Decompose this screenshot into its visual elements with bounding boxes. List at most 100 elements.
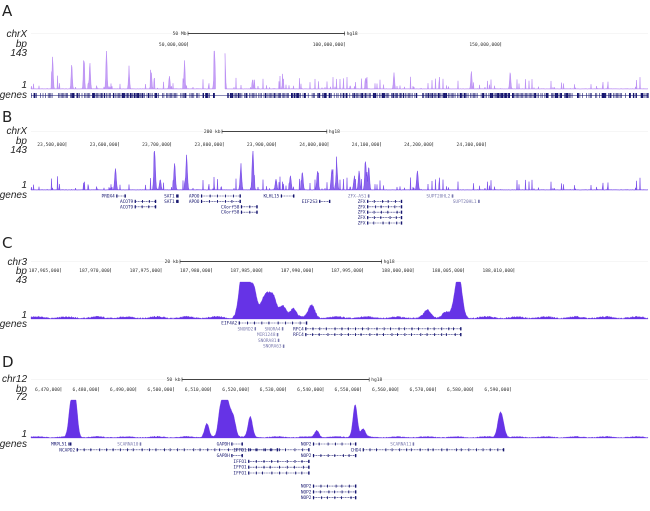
gene-eif2s3[interactable]: EIF2S3 (302, 199, 331, 205)
gene-exon (347, 333, 349, 336)
gene-exon (231, 442, 233, 446)
gene-nop2[interactable]: NOP2 (301, 453, 357, 459)
gene-label: NOP2 (301, 484, 312, 490)
gene-iffo1[interactable]: IFFO1 (233, 465, 310, 471)
x-tick-label: 24,300,000 (457, 142, 485, 148)
gene-rfc4[interactable]: RFC4 (293, 326, 462, 332)
gene-label: SNORA81 (258, 338, 277, 344)
gene-label: CXorf58 (221, 210, 240, 216)
gene-label: SNORA63 (263, 344, 282, 350)
gene-mir1248[interactable]: MIR1248 (257, 332, 279, 338)
gene-label: SCARNA11 (390, 442, 412, 448)
gene-exon (348, 454, 350, 457)
gene-acot9[interactable]: ACOT9 (120, 199, 157, 205)
chromosome-label: chr12 (2, 374, 27, 385)
gene-exon (90, 448, 92, 452)
gene-exon (400, 221, 403, 225)
gene-supt20hl1[interactable]: SUPT20HL1 (453, 199, 480, 205)
gene-nop2[interactable]: NOP2 (301, 495, 357, 501)
gene-nop2[interactable]: NOP2 (301, 442, 357, 448)
gene-exon (367, 327, 369, 331)
gene-scarna11[interactable]: SCARNA11 (390, 442, 415, 448)
gene-eif4a2[interactable]: EIF4A2 (221, 321, 308, 327)
gene-iffo1[interactable]: IFFO1 (233, 471, 310, 477)
gene-exon (341, 484, 343, 488)
gene-snord2[interactable]: SNORD2 (237, 326, 257, 332)
gene-sat1[interactable]: SAT1 (164, 199, 179, 205)
gene-exon (141, 448, 143, 452)
gene-exon (255, 460, 257, 463)
gene-exon (376, 448, 377, 452)
gene-exon (208, 200, 210, 203)
gene-exon (232, 194, 234, 198)
gene-zfx[interactable]: ZFX (358, 210, 403, 216)
gene-cxorf58[interactable]: CXorf58 (221, 210, 258, 216)
gene-exon (395, 216, 397, 219)
gene-iffo1[interactable]: IFFO1 (233, 459, 310, 465)
gene-exon (410, 333, 412, 336)
gene-rfc4[interactable]: RFC4 (293, 332, 462, 338)
gene-label: KLHL15 (263, 194, 279, 200)
gene-gapdh[interactable]: GAPDH (217, 442, 243, 448)
gene-exon (248, 448, 250, 452)
gene-snora81[interactable]: SNORA81 (258, 338, 280, 344)
gene-exon (207, 448, 209, 452)
gene-iffo1[interactable]: IFFO1 (233, 447, 310, 453)
gene-snora63[interactable]: SNORA63 (263, 344, 285, 350)
gene-exon (177, 194, 179, 198)
gene-nop2[interactable]: NOP2 (301, 484, 357, 490)
gene-label: IFFO1 (233, 471, 247, 477)
gene-cxorf58[interactable]: CXorf58 (221, 204, 258, 210)
gene-sat1[interactable]: SAT1 (164, 194, 179, 200)
gene-klhl15[interactable]: KLHL15 (263, 194, 295, 200)
genes-track-label: genes (0, 319, 27, 330)
gene-exon (240, 205, 243, 209)
gene-exon (83, 448, 85, 452)
gene-label: NOP2 (301, 453, 312, 459)
gene-exon (376, 333, 378, 336)
x-tick-label: 187,995,000 (331, 268, 362, 274)
gene-zfx[interactable]: ZFX (358, 221, 403, 227)
gene-exon (445, 333, 447, 336)
gene-zfx[interactable]: ZFX (358, 204, 403, 210)
gene-zfx-as1[interactable]: ZFX-AS1 (348, 194, 370, 200)
gene-exon (247, 321, 248, 325)
gene-exon (400, 210, 403, 214)
gene-exon (382, 221, 384, 225)
gene-exon (418, 327, 419, 331)
gene-zfx[interactable]: ZFX (358, 215, 403, 221)
gene-exon (231, 200, 233, 203)
gene-exon (286, 460, 288, 463)
gene-gapdh[interactable]: GAPDH (217, 453, 243, 459)
gene-exon (285, 448, 286, 452)
x-tick-label: 187,975,000 (130, 268, 161, 274)
gene-snora4[interactable]: SNORA4 (265, 326, 284, 332)
gene-exon (239, 199, 241, 203)
gene-nop2[interactable]: NOP2 (301, 489, 357, 495)
gene-exon (249, 210, 251, 214)
gene-exon (394, 205, 396, 209)
gene-mrpl51[interactable]: MRPL51 (51, 442, 72, 448)
gene-scarna10[interactable]: SCARNA10 (117, 442, 142, 448)
x-tick-label: 23,800,000 (195, 142, 223, 148)
genome-assembly-label: hg18 (329, 129, 340, 135)
gene-supt20hl2[interactable]: SUPT20HL2 (426, 194, 454, 200)
gene-zfx[interactable]: ZFX (358, 199, 403, 205)
gene-exon (388, 221, 390, 225)
gene-exon (319, 199, 321, 203)
gene-apoo[interactable]: APOO (189, 194, 241, 200)
gene-exon (432, 448, 434, 452)
gene-prdx4[interactable]: PRDX4 (102, 194, 126, 200)
gene-exon (264, 448, 266, 452)
x-tick-label: 188,000,000 (382, 268, 413, 274)
x-tick-label: 6,470,000 (35, 387, 60, 393)
gene-acot9[interactable]: ACOT9 (120, 204, 157, 210)
gene-chd4[interactable]: CHD4 (351, 447, 505, 453)
gene-exon (299, 321, 301, 325)
gene-apoo[interactable]: APOO (189, 199, 241, 205)
gene-exon (249, 205, 251, 209)
gene-label: ACOT9 (120, 204, 134, 210)
